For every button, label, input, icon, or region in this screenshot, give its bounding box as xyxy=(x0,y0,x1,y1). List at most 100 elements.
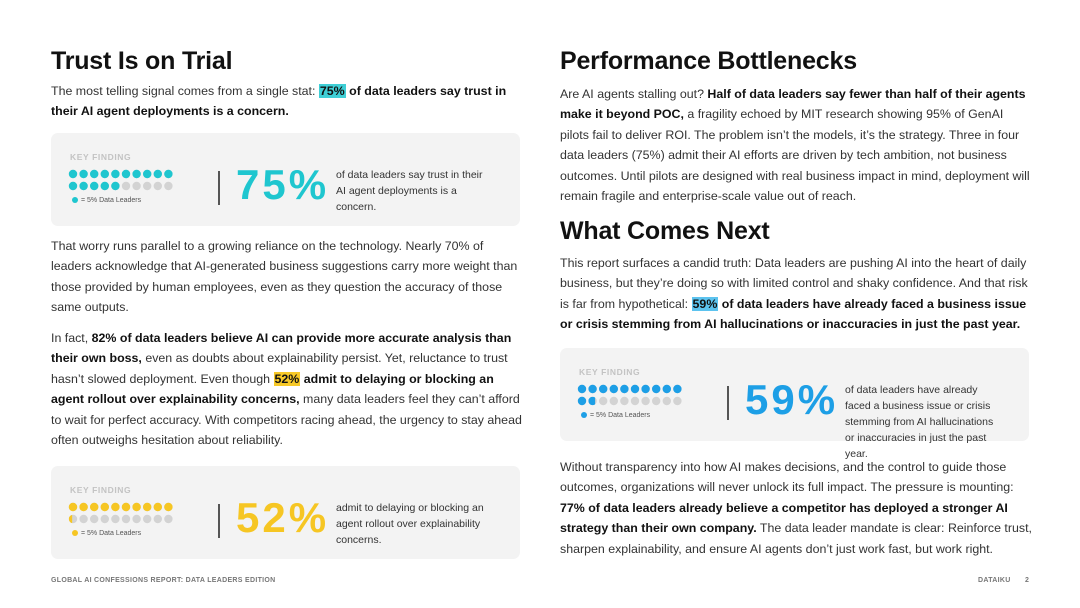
filled-dot xyxy=(577,396,587,406)
filled-dot xyxy=(90,181,99,191)
filled-dot xyxy=(641,384,650,394)
paragraph: The most telling signal comes from a sin… xyxy=(51,81,523,122)
text: That worry runs parallel to a growing re… xyxy=(51,239,518,315)
filled-dot xyxy=(79,181,88,191)
legend: = 5% Data Leaders xyxy=(70,197,141,204)
legend-dot xyxy=(72,197,78,203)
bold-text: Half of data leaders say fewer than half… xyxy=(560,87,1026,122)
stat: 52% xyxy=(236,494,330,541)
empty-dot xyxy=(153,181,162,191)
filled-dot xyxy=(164,169,173,179)
empty-dot xyxy=(153,514,162,524)
legend-text: = 5% Data Leaders xyxy=(81,197,142,204)
filled-dot xyxy=(662,384,671,394)
highlight: 75% xyxy=(318,84,346,98)
filled-dot xyxy=(111,181,120,191)
filled-dot xyxy=(68,514,73,524)
legend-text: = 5% Data Leaders xyxy=(590,412,651,419)
text: The most telling signal comes from a sin… xyxy=(51,84,319,98)
highlight: 52% xyxy=(273,371,301,386)
filled-dot xyxy=(164,502,173,512)
key-finding-card: KEY FINDING = 5% Data Leaders 52% admit to … xyxy=(51,466,520,559)
bold-text: 82% of data leaders believe AI can provi… xyxy=(51,331,512,366)
filled-dot xyxy=(153,169,162,179)
empty-dot xyxy=(673,396,682,406)
bold-text: of data leaders say trust in their AI ag… xyxy=(51,84,507,119)
empty-dot xyxy=(164,181,173,191)
divider xyxy=(218,171,220,205)
empty-dot xyxy=(132,181,141,191)
empty-dot xyxy=(620,396,629,406)
title: Trust Is on Trial xyxy=(51,47,233,75)
filled-dot xyxy=(588,396,596,406)
filled-dot xyxy=(79,502,88,512)
text: The data leader mandate is clear: Reinfo… xyxy=(560,521,1032,556)
title: Performance Bottlenecks xyxy=(560,47,857,75)
filled-dot xyxy=(90,502,99,512)
legend: = 5% Data Leaders xyxy=(579,412,650,419)
text: many data leaders feel they can’t afford… xyxy=(51,392,522,448)
text: a fragility echoed by MIT research showi… xyxy=(560,107,1030,204)
card-label: KEY FINDING xyxy=(70,485,132,495)
filled-dot xyxy=(121,169,131,179)
filled-dot xyxy=(90,169,99,179)
divider xyxy=(727,386,729,420)
empty-dot xyxy=(121,514,131,524)
empty-dot xyxy=(143,514,152,524)
legend-dot xyxy=(72,530,78,536)
text: Without transparency into how AI makes d… xyxy=(560,460,1014,495)
filled-dot xyxy=(652,384,661,394)
bold-text: of data leaders have already faced a bus… xyxy=(560,296,1027,332)
filled-dot xyxy=(673,384,682,394)
filled-dot xyxy=(132,502,141,512)
empty-dot xyxy=(132,514,141,524)
paragraph: Without transparency into how AI makes d… xyxy=(560,457,1032,559)
paragraph: Are AI agents stalling out? Half of data… xyxy=(560,84,1032,206)
filled-dot xyxy=(577,384,587,394)
filled-dot xyxy=(121,502,131,512)
empty-dot xyxy=(121,181,131,191)
empty-dot xyxy=(641,396,650,406)
filled-dot xyxy=(68,502,78,512)
text: Are AI agents stalling out? xyxy=(560,87,708,101)
key-finding-card: KEY FINDING = 5% Data Leaders 59% of data l… xyxy=(560,348,1029,460)
empty-dot xyxy=(609,396,618,406)
filled-dot xyxy=(68,169,78,179)
filled-dot xyxy=(153,502,162,512)
empty-dot xyxy=(652,396,661,406)
dot-chart xyxy=(68,502,173,524)
legend: = 5% Data Leaders xyxy=(70,530,141,537)
empty-dot xyxy=(630,396,640,406)
highlight: 59% xyxy=(691,296,719,311)
filled-dot xyxy=(100,502,109,512)
divider xyxy=(218,504,220,538)
text: This report surfaces a candid truth: Dat… xyxy=(560,256,1028,311)
filled-dot xyxy=(100,169,109,179)
filled-dot xyxy=(630,384,640,394)
stat: 75% xyxy=(236,161,330,208)
filled-dot xyxy=(79,169,88,179)
bold-text: 77% of data leaders already believe a co… xyxy=(560,500,1008,536)
description: of data leaders have already faced a bus… xyxy=(845,384,994,460)
empty-dot xyxy=(111,514,120,524)
card-label: KEY FINDING xyxy=(70,152,132,162)
description: of data leaders say trust in their AI ag… xyxy=(336,169,483,213)
paragraph: This report surfaces a candid truth: Dat… xyxy=(560,253,1032,335)
footer-text: GLOBAL AI CONFESSIONS REPORT: DATA LEADE… xyxy=(51,577,276,584)
filled-dot xyxy=(143,502,152,512)
title: What Comes Next xyxy=(560,217,770,245)
filled-dot xyxy=(111,169,120,179)
empty-dot xyxy=(90,514,99,524)
filled-dot xyxy=(620,384,629,394)
filled-dot xyxy=(609,384,618,394)
empty-dot xyxy=(100,514,109,524)
filled-dot xyxy=(111,502,120,512)
empty-dot xyxy=(164,514,173,524)
filled-dot xyxy=(68,181,78,191)
filled-dot xyxy=(132,169,141,179)
empty-dot xyxy=(79,514,88,524)
footer-brand: DATAIKU xyxy=(978,577,1011,584)
filled-dot xyxy=(100,181,109,191)
page-number: 2 xyxy=(1025,577,1030,584)
